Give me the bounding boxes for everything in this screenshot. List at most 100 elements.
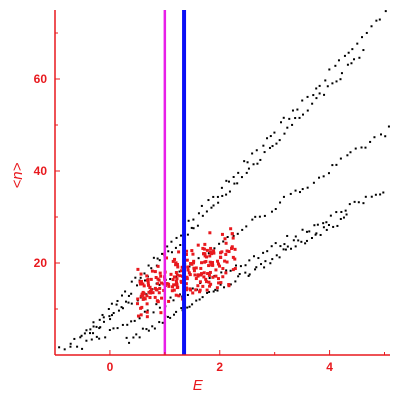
background-point [161,252,164,255]
background-point [127,294,130,297]
background-point [244,271,247,274]
background-point [222,240,225,243]
highlight-point [198,280,202,284]
background-point [110,302,113,305]
x-tick-label: 2 [216,360,223,374]
highlight-point [199,266,203,270]
background-point [201,214,204,217]
background-point [340,72,343,75]
background-point [270,210,273,213]
background-point [130,292,133,295]
background-point [156,257,159,260]
highlight-point [202,271,206,275]
highlight-point [227,283,231,287]
highlight-point [223,237,227,241]
highlight-point [187,271,191,275]
highlight-point [192,266,196,270]
highlight-point [155,299,159,303]
highlight-point [230,232,234,236]
background-point [294,189,297,192]
background-point [225,193,228,196]
highlight-point [208,250,212,254]
background-point [167,250,170,253]
highlight-point [172,283,176,287]
background-point [364,146,367,149]
background-point [107,308,110,311]
background-point [248,273,251,276]
highlight-point [156,277,160,281]
background-point [221,194,224,197]
background-point [225,179,228,182]
background-point [150,267,153,270]
background-point [152,311,155,314]
background-point [327,224,330,227]
background-point [271,145,274,148]
background-point [109,318,112,321]
background-point [108,315,111,318]
highlight-point [208,254,212,258]
highlight-point [231,255,235,259]
background-point [146,309,149,312]
highlight-point [205,255,209,259]
background-point [345,213,348,216]
background-point [187,219,190,222]
background-point [101,313,104,316]
highlight-point [219,251,223,255]
background-point [186,233,189,236]
highlight-point [196,284,200,288]
background-point [191,287,194,290]
background-point [318,92,321,95]
background-point [244,264,247,267]
background-point [334,64,337,67]
background-point [85,339,88,342]
background-point [286,234,289,237]
background-point [233,182,236,185]
highlight-point [231,268,235,272]
background-point [175,236,178,239]
background-point [289,192,292,195]
highlight-point [194,288,198,292]
background-point [274,208,277,211]
background-point [226,236,229,239]
highlight-point [205,288,209,292]
background-point [387,125,390,128]
background-point [192,227,195,230]
highlight-point [167,284,171,288]
background-point [296,108,299,111]
y-tick-label: 60 [34,72,48,86]
highlight-point [174,279,178,283]
highlight-point [176,265,180,269]
background-point [305,239,308,242]
background-point [322,175,325,178]
highlight-point [207,264,211,268]
highlight-point [218,264,222,268]
background-point [89,332,92,335]
background-point [174,246,177,249]
highlight-point [173,257,177,261]
background-point [325,221,328,224]
highlight-point [179,269,183,273]
background-point [110,314,113,317]
background-point [300,240,303,243]
background-point [245,225,248,228]
axes [54,10,390,356]
background-point [262,251,265,254]
background-point [138,336,141,339]
background-point [328,68,331,71]
background-point [83,332,86,335]
background-point [346,154,349,157]
background-point [364,195,367,198]
highlight-point [145,294,149,298]
background-point [347,51,350,54]
background-point [85,329,88,332]
background-point [195,299,198,302]
highlight-point [209,246,213,250]
background-point [251,218,254,221]
background-point [294,245,297,248]
background-point [269,135,272,138]
background-point [340,210,343,213]
highlight-point [138,280,142,284]
background-point [268,146,271,149]
ticks: 0 2 4 20 40 60 [34,32,386,374]
